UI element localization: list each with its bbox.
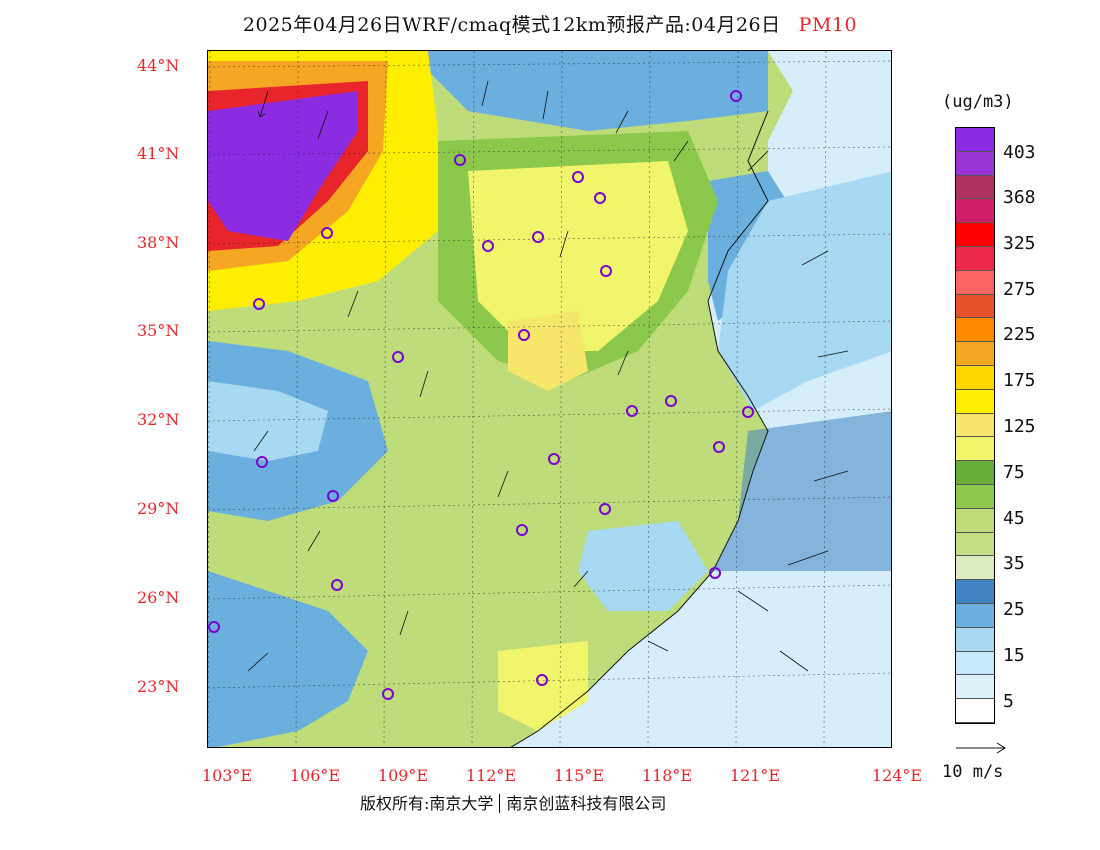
lon-label-109: 109°E — [377, 766, 429, 785]
copyright: 版权所有:南京大学 南京创蓝科技有限公司 — [360, 790, 672, 814]
wind-reference-arrow — [956, 742, 1006, 754]
lat-label-26: 26°N — [137, 588, 180, 607]
lat-label-38: 38°N — [137, 233, 180, 252]
legend-swatch — [956, 128, 994, 152]
lon-label-121: 121°E — [729, 766, 781, 785]
title-variable: PM10 — [798, 14, 858, 36]
lon-label-112: 112°E — [465, 766, 517, 785]
legend-swatch — [956, 484, 994, 509]
legend-swatch — [956, 342, 994, 366]
east-sea-blue — [713, 411, 891, 571]
legend-label: 403 — [1003, 142, 1036, 163]
coastline — [510, 110, 769, 747]
legend-label: 45 — [1003, 508, 1025, 529]
copyright-right: 南京创蓝科技有限公司 — [499, 794, 667, 813]
legend-swatch — [956, 294, 994, 319]
legend-swatch — [956, 651, 994, 676]
legend-swatch — [956, 223, 994, 247]
legend-swatch — [956, 199, 994, 224]
legend-label: 175 — [1003, 370, 1036, 391]
legend-swatch — [956, 270, 994, 295]
copyright-left: 版权所有:南京大学 — [360, 794, 494, 813]
legend-swatch — [956, 318, 994, 343]
legend-swatch — [956, 675, 994, 700]
legend-swatch — [956, 556, 994, 581]
legend-swatch — [956, 699, 994, 723]
lat-label-44: 44°N — [137, 56, 180, 75]
legend-label: 125 — [1003, 416, 1036, 437]
lat-label-35: 35°N — [137, 321, 180, 340]
legend-swatch — [956, 389, 994, 414]
low-blue-south — [208, 571, 368, 747]
map-title: 2025年04月26日WRF/cmaq模式12km预报产品:04月26日 PM10 — [0, 10, 1100, 37]
nw-purple — [208, 91, 358, 241]
legend-swatch — [956, 175, 994, 200]
lon-label-115: 115°E — [553, 766, 605, 785]
lon-label-106: 106°E — [289, 766, 341, 785]
legend-label: 75 — [1003, 462, 1025, 483]
low-blue-west — [208, 381, 328, 461]
title-main: 2025年04月26日WRF/cmaq模式12km预报产品:04月26日 — [242, 14, 781, 36]
legend-swatch — [956, 508, 994, 533]
wind-reference-label: 10 m/s — [942, 762, 1004, 782]
legend-swatch — [956, 580, 994, 604]
legend-swatch — [956, 532, 994, 557]
graticule — [208, 51, 891, 747]
lat-label-41: 41°N — [137, 144, 180, 163]
lat-label-29: 29°N — [137, 499, 180, 518]
legend-swatch — [956, 413, 994, 438]
wind-vectors — [247, 80, 849, 672]
north-blue — [408, 51, 768, 131]
lat-label-23: 23°N — [137, 677, 180, 696]
legend-label: 35 — [1003, 553, 1025, 574]
legend-label: 325 — [1003, 233, 1036, 254]
lat-label-32: 32°N — [137, 410, 180, 429]
legend-label: 25 — [1003, 599, 1025, 620]
legend-swatch — [956, 603, 994, 628]
legend-swatch — [956, 461, 994, 485]
legend-label: 5 — [1003, 691, 1014, 712]
pm10-map — [207, 50, 892, 748]
legend-swatch — [956, 365, 994, 390]
legend-swatch — [956, 627, 994, 652]
lon-label-103: 103°E — [201, 766, 253, 785]
se-inland-blue — [578, 521, 708, 611]
legend-swatch — [956, 246, 994, 271]
legend-label: 225 — [1003, 324, 1036, 345]
legend-unit: (ug/m3) — [942, 92, 1014, 112]
city-markers — [208, 90, 754, 700]
legend-swatch — [956, 151, 994, 176]
legend-swatch — [956, 437, 994, 462]
central-yellow — [468, 161, 688, 351]
legend-label: 368 — [1003, 187, 1036, 208]
legend-label: 15 — [1003, 645, 1025, 666]
lon-label-118: 118°E — [641, 766, 693, 785]
map-canvas — [208, 51, 891, 747]
legend-label: 275 — [1003, 279, 1036, 300]
lon-label-124: 124°E — [871, 766, 923, 785]
color-legend — [955, 127, 995, 724]
